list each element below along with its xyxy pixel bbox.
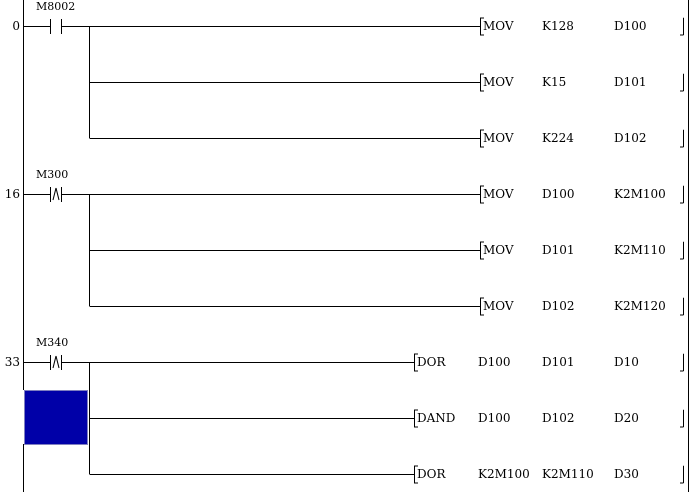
step-number: 16 — [4, 187, 20, 201]
operand-destination[interactable]: D20 — [614, 411, 639, 425]
rising-edge-arrow — [52, 355, 57, 369]
step-number: 0 — [12, 19, 20, 33]
operand-source2[interactable]: D102 — [542, 411, 575, 425]
operand-destination[interactable]: K2M100 — [614, 187, 666, 201]
operand-destination[interactable]: D100 — [614, 19, 647, 33]
rising-edge-arrow — [55, 187, 60, 201]
rising-edge-arrow — [52, 187, 57, 201]
operand-source[interactable]: D100 — [542, 187, 575, 201]
contact-device-label[interactable]: M300 — [36, 168, 69, 181]
operand-destination[interactable]: D10 — [614, 355, 639, 369]
rising-edge-arrow — [55, 355, 60, 369]
operand-source1[interactable]: K2M100 — [478, 467, 530, 481]
instruction-opcode[interactable]: DAND — [417, 411, 456, 425]
instruction-opcode[interactable]: MOV — [483, 243, 514, 257]
contact-device-label[interactable]: M340 — [36, 336, 69, 349]
instruction-opcode[interactable]: DOR — [417, 355, 446, 369]
instruction-opcode[interactable]: DOR — [417, 467, 446, 481]
instruction-opcode[interactable]: MOV — [483, 131, 514, 145]
operand-destination[interactable]: D30 — [614, 467, 639, 481]
operand-source[interactable]: K128 — [542, 19, 574, 33]
operand-source[interactable]: K224 — [542, 131, 574, 145]
step-number: 33 — [4, 355, 20, 369]
instruction-opcode[interactable]: MOV — [483, 299, 514, 313]
instruction-opcode[interactable]: MOV — [483, 19, 514, 33]
instruction-opcode[interactable]: MOV — [483, 75, 514, 89]
operand-source[interactable]: D101 — [542, 243, 575, 257]
operand-destination[interactable]: D102 — [614, 131, 647, 145]
operand-source[interactable]: K15 — [542, 75, 567, 89]
operand-source1[interactable]: D100 — [478, 411, 511, 425]
operand-destination[interactable]: K2M120 — [614, 299, 666, 313]
operand-destination[interactable]: K2M110 — [614, 243, 666, 257]
operand-source2[interactable]: K2M110 — [542, 467, 594, 481]
operand-destination[interactable]: D101 — [614, 75, 647, 89]
operand-source2[interactable]: D101 — [542, 355, 575, 369]
operand-source1[interactable]: D100 — [478, 355, 511, 369]
instruction-opcode[interactable]: MOV — [483, 187, 514, 201]
editor-cursor[interactable] — [24, 390, 88, 445]
operand-source[interactable]: D102 — [542, 299, 575, 313]
contact-device-label[interactable]: M8002 — [36, 0, 76, 13]
